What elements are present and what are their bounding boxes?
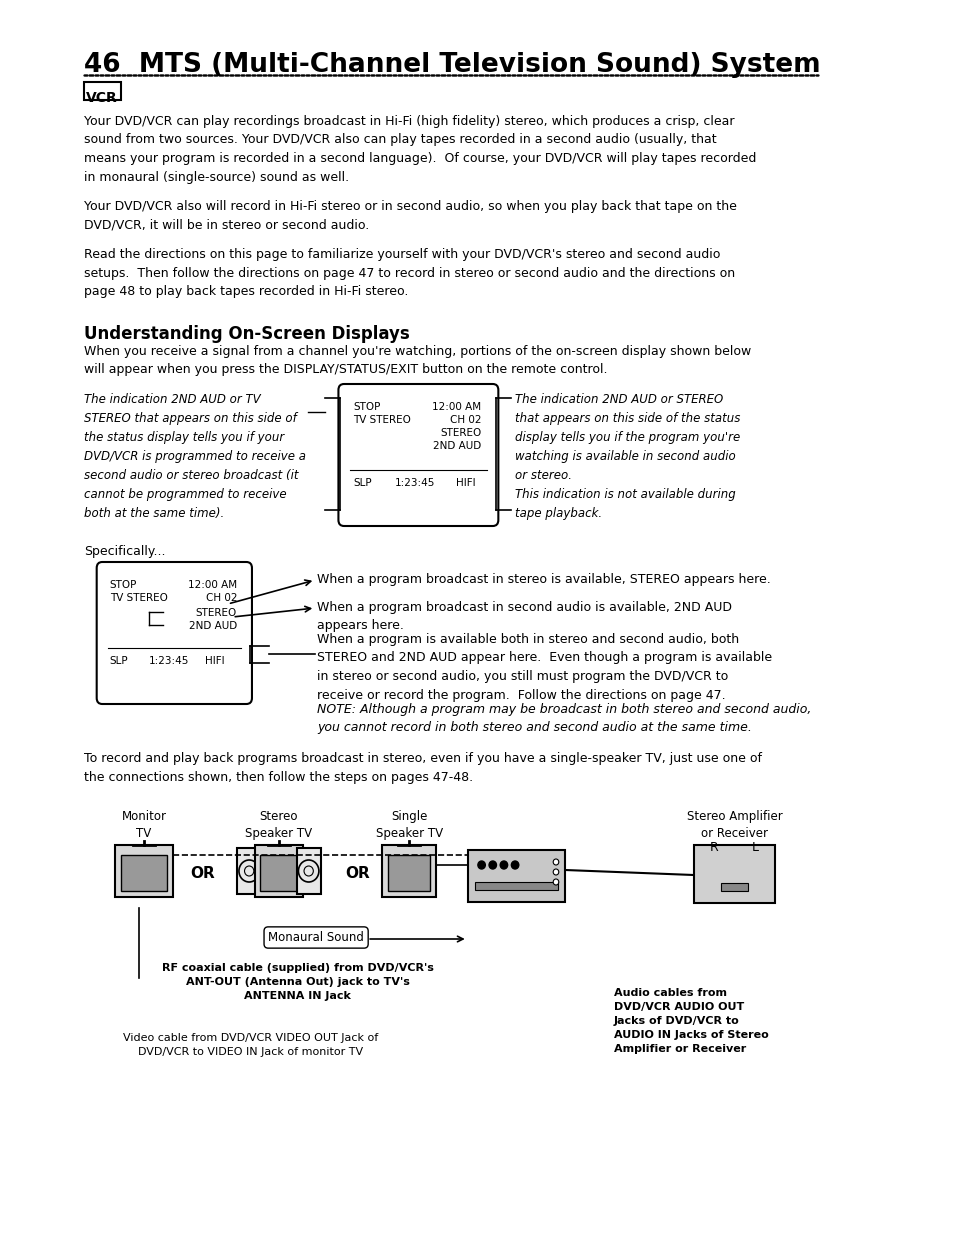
Text: 12:00 AM: 12:00 AM [188, 580, 237, 589]
Bar [467, 850, 565, 902]
Bar [84, 82, 121, 101]
Text: RF coaxial cable (supplied) from DVD/VCR's
ANT-OUT (Antenna Out) jack to TV's
AN: RF coaxial cable (supplied) from DVD/VCR… [161, 963, 433, 1001]
Text: Read the directions on this page to familiarize yourself with your DVD/VCR's ste: Read the directions on this page to fami… [84, 248, 734, 298]
Bar [121, 855, 167, 891]
Bar [296, 848, 320, 894]
Bar [260, 855, 297, 891]
Text: TV STEREO: TV STEREO [353, 414, 411, 424]
Text: Video cable from DVD/VCR VIDEO OUT Jack of
DVD/VCR to VIDEO IN Jack of monitor T: Video cable from DVD/VCR VIDEO OUT Jack … [123, 1033, 378, 1057]
Text: CH 02: CH 02 [205, 593, 237, 603]
Text: Monitor
TV: Monitor TV [121, 810, 167, 840]
Text: HIFI: HIFI [204, 656, 224, 666]
Text: SLP: SLP [110, 656, 129, 666]
Text: TV STEREO: TV STEREO [110, 593, 168, 603]
Text: STOP: STOP [353, 402, 380, 412]
Text: 2ND AUD: 2ND AUD [433, 441, 481, 450]
Text: Monaural Sound: Monaural Sound [268, 931, 364, 944]
Text: OR: OR [190, 866, 214, 881]
Text: When a program broadcast in second audio is available, 2ND AUD
appears here.: When a program broadcast in second audio… [316, 601, 731, 632]
Text: The indication 2ND AUD or TV
STEREO that appears on this side of
the status disp: The indication 2ND AUD or TV STEREO that… [84, 393, 305, 520]
Text: STEREO: STEREO [195, 608, 237, 618]
Text: When a program broadcast in stereo is available, STEREO appears here.: When a program broadcast in stereo is av… [316, 573, 770, 586]
Text: HIFI: HIFI [456, 478, 475, 488]
Circle shape [553, 859, 558, 865]
Text: OR: OR [345, 866, 370, 881]
Circle shape [489, 861, 496, 869]
Text: To record and play back programs broadcast in stereo, even if you have a single-: To record and play back programs broadca… [84, 752, 760, 783]
Bar [475, 882, 558, 890]
Text: SLP: SLP [353, 478, 372, 488]
Bar [237, 848, 261, 894]
FancyBboxPatch shape [338, 383, 497, 526]
Text: NOTE: Although a program may be broadcast in both stereo and second audio,
you c: NOTE: Although a program may be broadcas… [316, 702, 811, 735]
Text: R: R [709, 841, 718, 854]
Text: When a program is available both in stereo and second audio, both
STEREO and 2ND: When a program is available both in ster… [316, 633, 771, 701]
Text: 1:23:45: 1:23:45 [395, 478, 436, 488]
Bar [382, 845, 436, 897]
Text: Specifically...: Specifically... [84, 545, 165, 558]
Text: Audio cables from
DVD/VCR AUDIO OUT
Jacks of DVD/VCR to
AUDIO IN Jacks of Stereo: Audio cables from DVD/VCR AUDIO OUT Jack… [613, 988, 767, 1054]
Text: Understanding On-Screen Displays: Understanding On-Screen Displays [84, 325, 409, 343]
Text: VCR: VCR [87, 91, 118, 105]
Text: When you receive a signal from a channel you're watching, portions of the on-scr: When you receive a signal from a channel… [84, 345, 750, 376]
Text: The indication 2ND AUD or STEREO
that appears on this side of the status
display: The indication 2ND AUD or STEREO that ap… [515, 393, 740, 520]
Text: STEREO: STEREO [440, 428, 481, 438]
Bar [693, 845, 775, 903]
Circle shape [511, 861, 518, 869]
Text: 2ND AUD: 2ND AUD [189, 620, 237, 630]
Text: 1:23:45: 1:23:45 [149, 656, 189, 666]
FancyBboxPatch shape [96, 562, 252, 704]
Text: L: L [751, 841, 758, 854]
Text: Your DVD/VCR also will record in Hi-Fi stereo or in second audio, so when you pl: Your DVD/VCR also will record in Hi-Fi s… [84, 200, 736, 232]
Text: 46  MTS (Multi-Channel Television Sound) System: 46 MTS (Multi-Channel Television Sound) … [84, 52, 820, 78]
Text: Stereo
Speaker TV: Stereo Speaker TV [245, 810, 313, 840]
Bar [254, 845, 303, 897]
Text: Stereo Amplifier
or Receiver: Stereo Amplifier or Receiver [686, 810, 781, 840]
Bar [720, 884, 748, 891]
Text: STOP: STOP [110, 580, 137, 589]
Bar [115, 845, 172, 897]
Text: Single
Speaker TV: Single Speaker TV [375, 810, 442, 840]
Text: CH 02: CH 02 [450, 414, 481, 424]
Text: 12:00 AM: 12:00 AM [432, 402, 481, 412]
Text: Your DVD/VCR can play recordings broadcast in Hi-Fi (high fidelity) stereo, whic: Your DVD/VCR can play recordings broadca… [84, 115, 756, 184]
Circle shape [477, 861, 485, 869]
Bar [387, 855, 430, 891]
Circle shape [553, 879, 558, 885]
Circle shape [553, 869, 558, 875]
Circle shape [499, 861, 507, 869]
